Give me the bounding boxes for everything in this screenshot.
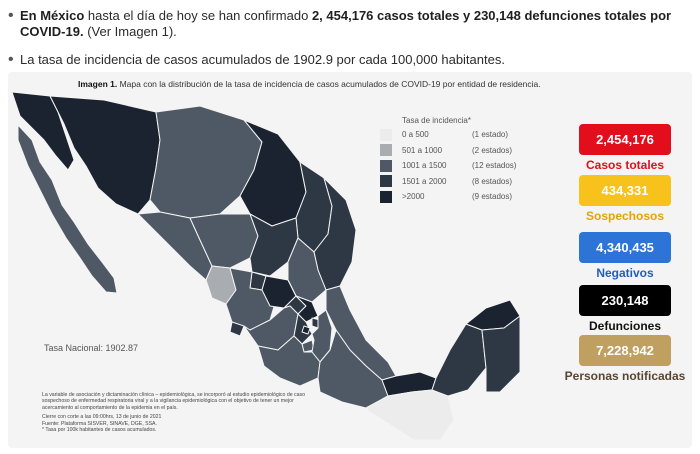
state-zacatecas xyxy=(249,213,299,277)
legend-range: 1001 a 1500 xyxy=(402,161,447,171)
legend-row: >2000 (9 estados) xyxy=(380,189,530,205)
legend-row: 1501 a 2000 (8 estados) xyxy=(380,174,530,190)
legend-swatch xyxy=(380,175,392,188)
legend-row: 501 a 1000 (2 estados) xyxy=(380,143,530,159)
stat-personas-notificadas: 7,228,942 Personas notificadas xyxy=(558,335,692,383)
legend-swatch xyxy=(380,144,392,157)
summary-bold-text: 2, 454,176 casos totales y 230,148 defun… xyxy=(20,8,672,39)
stat-value: 434,331 xyxy=(579,175,671,206)
legend-range: 501 a 1000 xyxy=(402,145,443,155)
legend-count: (1 estado) xyxy=(472,130,509,140)
state-colima xyxy=(229,321,245,337)
legend-range: 1501 a 2000 xyxy=(402,176,447,186)
stat-label: Sospechosos xyxy=(585,209,665,223)
legend-count: (2 estados) xyxy=(472,145,513,155)
summary-bullet-1: • En México hasta el día de hoy se han c… xyxy=(8,8,698,40)
stat-value: 7,228,942 xyxy=(579,335,671,366)
legend-swatch xyxy=(380,128,392,141)
legend-range: 0 a 500 xyxy=(402,130,429,140)
stat-value: 2,454,176 xyxy=(579,124,671,155)
stat-casos-totales: 2,454,176 Casos totales xyxy=(558,124,692,172)
footnotes: La variable de asociación y dictaminació… xyxy=(42,392,322,433)
summary-text-1: En México hasta el día de hoy se han con… xyxy=(8,8,698,40)
footnote-cutoff: Cierre con corte a las 09:00hrs, 13 de j… xyxy=(42,414,162,421)
legend-row: 1001 a 1500 (12 estados) xyxy=(380,158,530,174)
map-caption: Imagen 1. Mapa con la distribución de la… xyxy=(78,79,541,89)
stat-sospechosos: 434,331 Sospechosos xyxy=(558,175,692,223)
tasa-nacional: Tasa Nacional: 1902.87 xyxy=(44,343,139,353)
stat-label: Defunciones xyxy=(588,319,661,333)
stat-negativos: 4,340,435 Negativos xyxy=(558,232,692,280)
legend-count: (12 estados) xyxy=(472,161,517,171)
stat-label: Negativos xyxy=(596,266,654,280)
stat-label: Casos totales xyxy=(585,158,665,172)
legend-count: (9 estados) xyxy=(472,192,513,202)
stat-value: 4,340,435 xyxy=(579,232,671,263)
footnote-source: Fuente: Plataforma SISVER, SINAVE, DGE, … xyxy=(42,420,157,427)
mexico-incidence-map xyxy=(11,91,520,441)
stat-defunciones: 230,148 Defunciones xyxy=(558,285,692,333)
legend-title: Tasa de incidencia* xyxy=(402,116,471,125)
footnote-methodology: La variable de asociación y dictaminació… xyxy=(42,392,305,411)
incidence-legend: Tasa de incidencia* 0 a 500 (1 estado) 50… xyxy=(380,116,530,205)
summary-tail-text: (Ver Imagen 1). xyxy=(83,24,177,39)
state-chiapas xyxy=(365,389,455,441)
bullet-dot: • xyxy=(8,51,14,68)
legend-range: >2000 xyxy=(402,192,425,202)
summary-mid-text: hasta el día de hoy se han confirmado xyxy=(84,8,312,23)
bullet-dot: • xyxy=(8,7,14,24)
legend-count: (8 estados) xyxy=(472,176,513,186)
footnote-rate: * Tasa por 100k habitantes de casos acum… xyxy=(42,427,157,434)
caption-text: Mapa con la distribución de la tasa de i… xyxy=(117,79,541,89)
state-cdmx xyxy=(301,325,311,335)
stat-label: Personas notificadas xyxy=(564,369,686,383)
summary-text-2: La tasa de incidencia de casos acumulado… xyxy=(20,52,505,67)
stat-value: 230,148 xyxy=(579,285,671,316)
country-name: En México xyxy=(20,8,85,23)
state-baja-california-sur xyxy=(17,124,118,294)
legend-swatch xyxy=(380,190,392,203)
state-quintana-roo xyxy=(481,315,520,393)
legend-row: 0 a 500 (1 estado) xyxy=(380,127,530,143)
state-campeche xyxy=(431,323,487,397)
state-guerrero xyxy=(257,335,321,387)
legend-swatch xyxy=(380,159,392,172)
caption-label: Imagen 1. xyxy=(78,79,118,89)
summary-bullet-2: • La tasa de incidencia de casos acumula… xyxy=(8,52,698,68)
